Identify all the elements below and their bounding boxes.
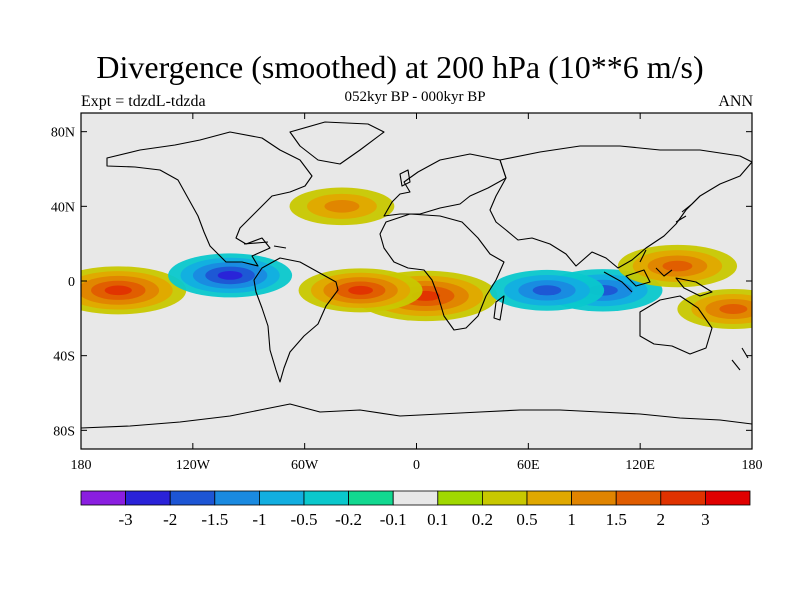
colorbar-label: -1.5 [201, 510, 228, 529]
coastline-british-isles [399, 169, 411, 187]
field-contour-5-3 [662, 260, 693, 272]
field-contour-6-3 [532, 285, 562, 296]
field-contour-2-4 [348, 285, 373, 295]
colorbar-label: -0.5 [291, 510, 318, 529]
colorbar: -3 -2 -1.5 -1 -0.5 -0.2 -0.1 0.1 0.2 0.5 1 1.5 2 3 [80, 490, 751, 529]
x-tick-label: 60W [291, 458, 319, 473]
colorbar-swatch [481, 490, 528, 506]
colorbar-label: 0.2 [472, 510, 493, 529]
colorbar-label: 1.5 [606, 510, 627, 529]
coastline-australia [639, 295, 713, 355]
colorbar-swatch [660, 490, 706, 506]
coastline-africa [379, 213, 505, 331]
colorbar-label: 3 [701, 510, 710, 529]
coastline-caribbean [243, 241, 287, 249]
colorbar-label: -3 [119, 510, 133, 529]
coastline-asia [489, 145, 752, 269]
colorbar-label: -1 [252, 510, 266, 529]
coastline-antarctica [81, 403, 752, 429]
colorbar-label: -0.1 [380, 510, 407, 529]
field-contour-3-4 [217, 271, 243, 280]
colorbar-swatch [526, 490, 572, 506]
colorbar-swatch [169, 490, 216, 506]
y-tick-label: 80N [51, 126, 75, 141]
x-tick-label: 60E [517, 458, 540, 473]
colorbar-label: 1 [567, 510, 576, 529]
colorbar-swatch [348, 490, 394, 506]
plot-area [81, 113, 752, 449]
coastline-maritime-continent [603, 249, 713, 297]
chart-subtitle: 052kyr BP - 000kyr BP [344, 89, 486, 105]
colorbar-swatch [705, 490, 751, 506]
field-contour-7-2 [324, 200, 360, 213]
colorbar-label: -0.2 [335, 510, 362, 529]
colorbar-swatch [214, 490, 260, 506]
coastline-greenland [289, 121, 385, 165]
coastline-new-zealand [731, 347, 749, 371]
coastline-north-america [106, 131, 313, 267]
colorbar-swatch [615, 490, 662, 506]
colorbar-swatch [571, 490, 617, 506]
experiment-label: Expt = tdzdL-tdzda [81, 93, 206, 110]
colorbar-swatch [125, 490, 171, 506]
x-tick-label: 180 [71, 458, 92, 473]
colorbar-label: 0.1 [427, 510, 448, 529]
x-tick-label: 0 [413, 458, 420, 473]
colorbar-swatch [303, 490, 349, 506]
coastlines [81, 121, 752, 429]
y-tick-label: 80S [53, 424, 75, 439]
coastline-south-america [253, 257, 339, 383]
colorbar-swatch [80, 490, 126, 506]
colorbar-swatch [392, 490, 439, 506]
colorbar-swatch [258, 490, 305, 506]
field-contour-8-3 [719, 304, 748, 314]
chart-title: Divergence (smoothed) at 200 hPa (10**6 … [96, 49, 704, 85]
y-tick-label: 40N [51, 200, 75, 215]
field-contour-0-4 [104, 285, 132, 296]
coastline-japan [675, 195, 701, 223]
colorbar-label: 0.5 [516, 510, 537, 529]
x-tick-label: 120W [176, 458, 211, 473]
axes: 180 120W 60W 0 60E 120E 180 80N 40N 0 40S 80S [51, 113, 763, 473]
x-tick-label: 180 [742, 458, 763, 473]
colorbar-label: -2 [163, 510, 177, 529]
y-tick-label: 40S [53, 350, 75, 365]
coastline-madagascar [493, 295, 505, 321]
x-tick-label: 120E [625, 458, 655, 473]
colorbar-swatch [437, 490, 483, 506]
colorbar-label: 2 [657, 510, 666, 529]
season-label: ANN [718, 93, 753, 110]
y-tick-label: 0 [68, 275, 75, 290]
